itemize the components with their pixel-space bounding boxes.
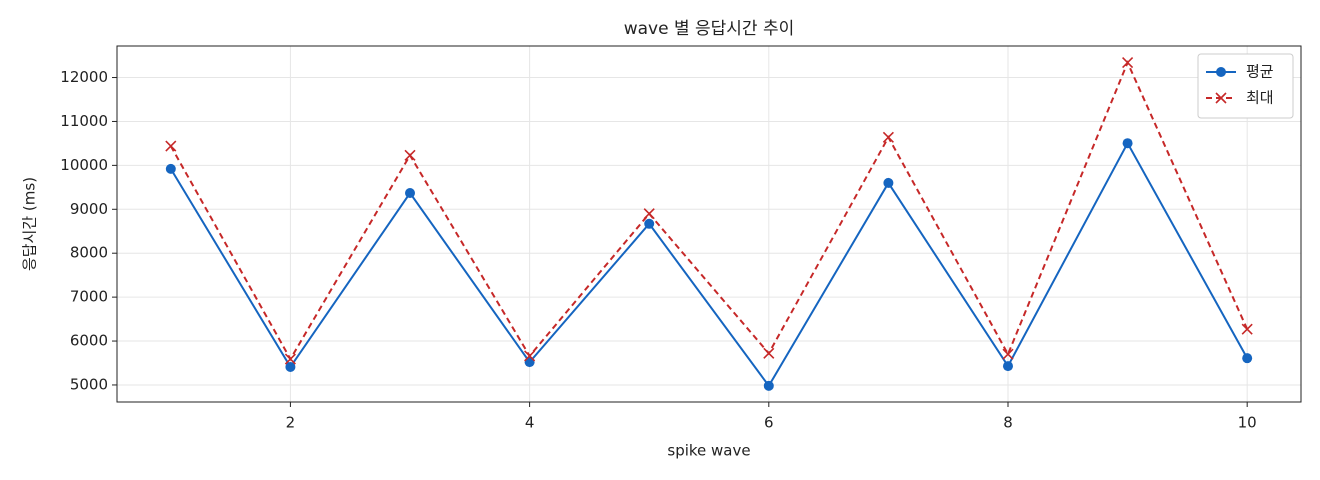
x-tick-label: 8	[1003, 414, 1013, 432]
y-tick-label: 10000	[60, 156, 108, 174]
marker	[1242, 353, 1253, 364]
y-tick-label: 7000	[70, 288, 108, 306]
marker	[1122, 138, 1133, 149]
marker	[524, 350, 536, 362]
legend-label: 최대	[1246, 89, 1274, 107]
chart-title: wave 별 응답시간 추이	[624, 19, 795, 39]
y-tick-label: 8000	[70, 244, 108, 262]
marker	[404, 149, 416, 161]
y-axis-label: 응답시간 (ms)	[21, 177, 39, 271]
y-tick-label: 9000	[70, 200, 108, 218]
marker	[882, 131, 894, 143]
y-tick-label: 5000	[70, 375, 108, 393]
legend-marker	[1216, 67, 1226, 77]
marker	[524, 357, 535, 368]
marker	[1241, 323, 1253, 335]
y-tick-label: 11000	[60, 112, 108, 130]
marker	[284, 353, 296, 365]
marker	[1002, 361, 1013, 372]
series-line	[169, 60, 1249, 362]
x-tick-label: 10	[1238, 414, 1257, 432]
legend-marker	[1215, 92, 1227, 104]
marker	[643, 208, 655, 220]
plot-frame	[116, 45, 1302, 403]
legend-label: 평균	[1246, 63, 1274, 81]
x-axis-label: spike wave	[667, 442, 750, 460]
x-tick-label: 2	[286, 414, 296, 432]
y-tick-label: 12000	[60, 68, 108, 86]
marker	[165, 140, 177, 152]
marker	[883, 177, 894, 188]
marker	[763, 347, 775, 359]
series-line	[169, 141, 1249, 388]
marker	[644, 218, 655, 229]
x-tick-label: 4	[525, 414, 535, 432]
marker	[1122, 57, 1134, 69]
marker	[763, 380, 774, 391]
x-tick-label: 6	[764, 414, 774, 432]
marker	[1002, 348, 1014, 360]
y-tick-label: 6000	[70, 332, 108, 350]
marker	[405, 188, 416, 199]
marker	[165, 163, 176, 174]
marker	[285, 361, 296, 372]
